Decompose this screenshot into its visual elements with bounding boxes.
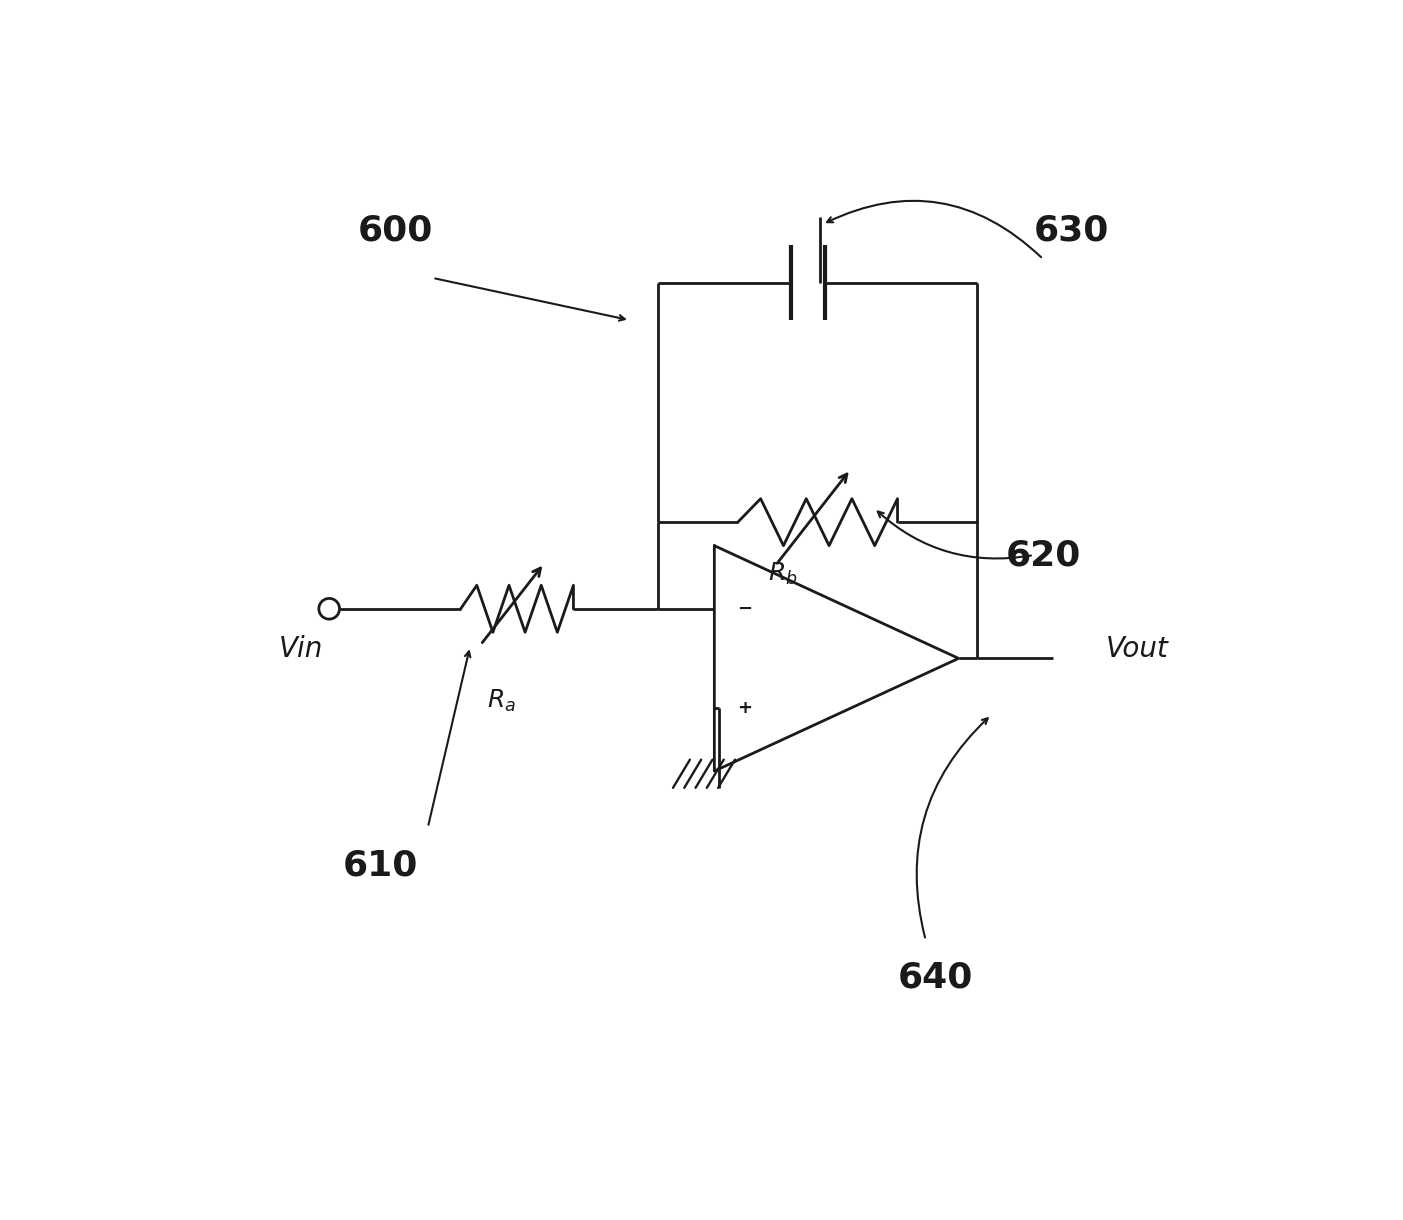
Text: Vout: Vout xyxy=(1106,634,1169,662)
Text: +: + xyxy=(737,699,752,717)
Text: 620: 620 xyxy=(1006,538,1080,572)
Text: $R_a$: $R_a$ xyxy=(487,688,515,714)
Text: 630: 630 xyxy=(1034,214,1108,248)
Text: 610: 610 xyxy=(344,848,418,882)
Text: 640: 640 xyxy=(898,961,972,994)
Text: 600: 600 xyxy=(358,214,432,248)
Text: $R_b$: $R_b$ xyxy=(767,561,798,587)
Text: −: − xyxy=(737,600,752,617)
Text: Vin: Vin xyxy=(279,634,323,662)
